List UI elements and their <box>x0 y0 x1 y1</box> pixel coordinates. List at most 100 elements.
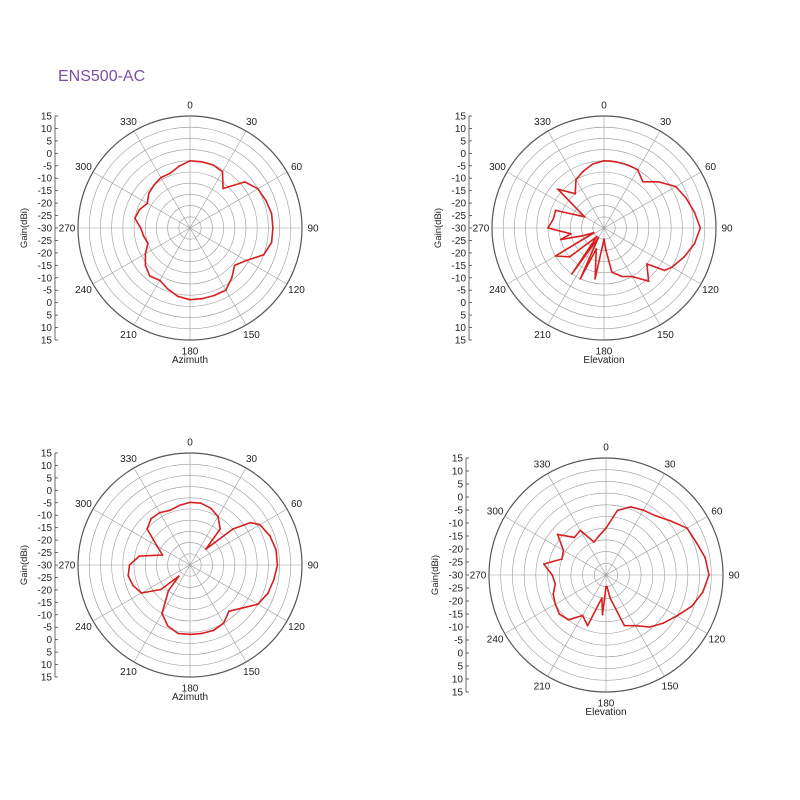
gain-trace <box>547 160 702 282</box>
data-point <box>671 266 673 269</box>
radial-tick-label: -15 <box>38 186 53 197</box>
angle-tick-label: 300 <box>75 162 92 173</box>
angle-tick-label: 210 <box>120 330 137 341</box>
data-point <box>233 264 236 267</box>
radial-tick-label: -25 <box>449 584 464 595</box>
radial-tick-label: -25 <box>452 236 467 247</box>
data-point <box>146 528 149 530</box>
grid-spoke <box>189 508 288 566</box>
data-point <box>620 275 623 278</box>
grid-spoke <box>92 508 191 566</box>
data-point <box>189 501 191 504</box>
radial-tick-label: 5 <box>46 136 52 147</box>
radial-tick-label: -15 <box>449 532 464 543</box>
radial-tick-label: 10 <box>452 675 464 686</box>
angle-tick-label: 120 <box>288 285 305 296</box>
data-point <box>156 545 158 547</box>
data-point <box>693 211 696 214</box>
data-point <box>264 199 267 202</box>
grid-spoke <box>189 227 288 285</box>
radial-tick-label: 0 <box>457 493 463 504</box>
radial-tick-label: 5 <box>46 311 52 322</box>
radial-tick-label: 10 <box>41 323 53 334</box>
data-point <box>189 159 191 162</box>
radial-tick-label: 15 <box>41 112 53 123</box>
radial-tick-label: 10 <box>455 323 467 334</box>
data-point <box>134 217 136 220</box>
gain-trace <box>134 160 274 301</box>
data-point <box>142 235 145 238</box>
angle-tick-label: 90 <box>307 224 319 235</box>
radial-tick-label: -5 <box>457 286 466 297</box>
x-axis-label: Azimuth <box>172 355 208 366</box>
data-point <box>686 527 688 530</box>
radial-tick-label: -10 <box>38 610 53 621</box>
polar-chart-1: 0306090120150180210240270300330151050-5-… <box>19 101 319 367</box>
angle-tick-label: 120 <box>709 635 726 646</box>
data-point <box>166 288 169 290</box>
data-point <box>178 504 181 507</box>
data-point <box>583 215 586 218</box>
gain-trace <box>543 506 710 628</box>
data-point <box>146 202 149 205</box>
data-point <box>161 554 164 556</box>
angle-tick-label: 30 <box>246 117 258 128</box>
data-point <box>582 170 585 173</box>
radial-tick-label: -5 <box>43 498 52 509</box>
data-point <box>654 514 657 517</box>
data-point <box>690 605 693 608</box>
gain-trace <box>127 501 279 636</box>
data-point <box>272 227 274 229</box>
data-point <box>658 181 660 183</box>
data-point <box>212 164 214 166</box>
grid-spoke <box>92 227 191 285</box>
data-point <box>153 184 155 187</box>
data-point <box>568 255 571 258</box>
data-point <box>642 180 644 183</box>
radial-tick-label: -25 <box>452 211 467 222</box>
radial-tick-label: 15 <box>41 449 53 460</box>
angle-tick-label: 240 <box>489 285 506 296</box>
data-point <box>631 166 634 169</box>
grid-spoke <box>189 130 247 229</box>
data-point <box>623 624 626 627</box>
angle-tick-label: 240 <box>487 635 504 646</box>
radial-tick-label: -20 <box>449 545 464 556</box>
angle-tick-label: 240 <box>75 622 92 633</box>
data-point <box>201 632 204 635</box>
data-point <box>150 517 153 520</box>
data-point <box>140 592 143 594</box>
angle-tick-label: 270 <box>59 224 76 235</box>
radial-tick-label: 15 <box>452 688 464 699</box>
angle-tick-label: 270 <box>470 571 487 582</box>
radial-tick-label: -20 <box>449 597 464 608</box>
data-point <box>597 236 600 239</box>
data-point <box>240 607 243 610</box>
y-axis-label: Gain(dBi) <box>433 208 444 248</box>
data-point <box>160 176 162 179</box>
angle-tick-label: 300 <box>487 507 504 518</box>
data-point <box>189 298 191 301</box>
data-point <box>605 527 607 530</box>
radial-tick-label: -5 <box>454 506 463 517</box>
data-point <box>626 164 628 166</box>
data-point <box>591 163 594 165</box>
radial-tick-label: -20 <box>38 248 53 259</box>
data-point <box>605 585 607 588</box>
grid-spoke <box>189 227 247 326</box>
radial-tick-label: 15 <box>452 454 464 465</box>
radial-tick-label: 15 <box>455 336 467 347</box>
data-point <box>647 280 650 283</box>
data-point <box>614 160 617 163</box>
data-point <box>270 212 273 215</box>
radial-tick-label: -15 <box>38 523 53 534</box>
angle-tick-label: 30 <box>664 460 676 471</box>
radial-tick-label: -5 <box>43 286 52 297</box>
radial-tick-label: -15 <box>452 186 467 197</box>
data-point <box>232 528 234 530</box>
polar-chart-4: 0306090120150180210240270300330151050-5-… <box>430 443 740 719</box>
data-point <box>217 515 219 518</box>
data-point <box>177 295 179 298</box>
data-point <box>570 232 572 235</box>
radial-tick-label: 5 <box>460 136 466 147</box>
